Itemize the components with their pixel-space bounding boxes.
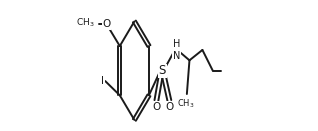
Text: CH$_3$: CH$_3$ [76,17,95,29]
Text: I: I [101,76,104,86]
Text: H
N: H N [173,39,180,61]
Text: S: S [159,64,166,77]
Text: O: O [152,102,161,112]
Text: CH$_3$: CH$_3$ [177,98,195,110]
Text: O: O [102,19,111,29]
Text: O: O [165,102,174,112]
